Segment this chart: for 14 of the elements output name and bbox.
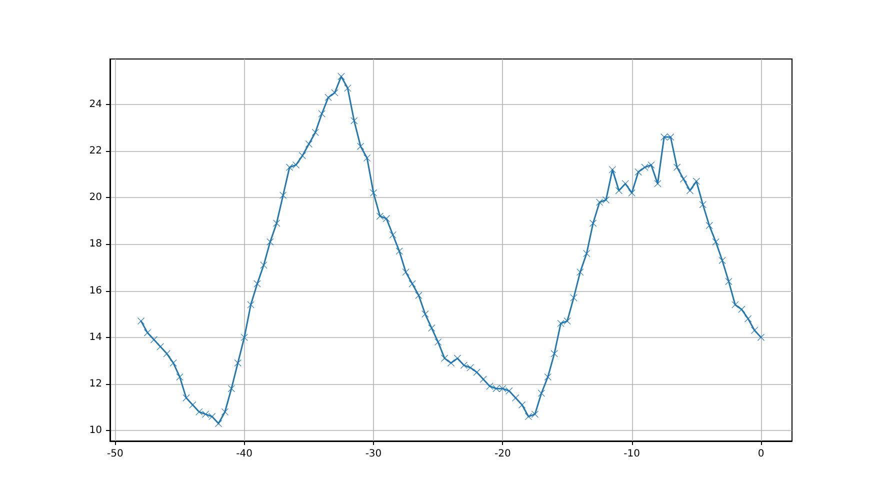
y-tick-label: 18 <box>89 238 102 250</box>
y-tick-label: 12 <box>89 378 102 390</box>
y-tick-label: 16 <box>89 285 102 296</box>
y-tick-label: 22 <box>89 146 102 157</box>
x-tick-label: 0 <box>758 448 764 460</box>
x-tick-label: -30 <box>365 448 382 460</box>
x-tick-label: -10 <box>624 448 640 460</box>
y-tick-label: 20 <box>89 192 102 204</box>
x-tick-label: -40 <box>236 448 253 460</box>
y-tick-label: 10 <box>89 425 102 436</box>
x-tick-label: -20 <box>494 448 511 460</box>
y-tick-label: 24 <box>89 98 102 110</box>
y-tick-label: 14 <box>89 332 102 343</box>
x-tick-label: -50 <box>106 448 124 460</box>
